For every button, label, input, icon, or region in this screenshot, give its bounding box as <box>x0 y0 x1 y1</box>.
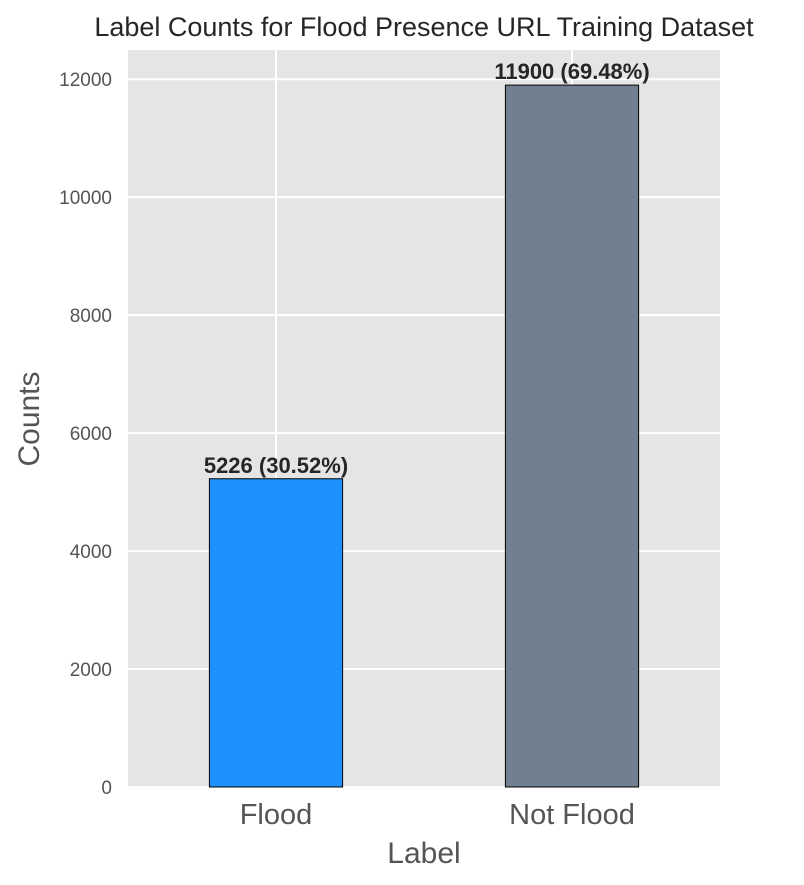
x-axis-label: Label <box>387 837 460 870</box>
y-tick-label: 4000 <box>70 542 112 563</box>
data-labels: 5226 (30.52%) 11900 (69.48%) <box>204 59 650 478</box>
bars <box>208 84 640 788</box>
bar-value-label: 5226 (30.52%) <box>204 453 348 478</box>
y-tick-label: 0 <box>101 778 112 799</box>
x-tick-label: Flood <box>240 799 313 831</box>
y-tick-label: 8000 <box>70 306 112 327</box>
x-tick-labels: Flood Not Flood <box>240 799 635 831</box>
y-tick-label: 6000 <box>70 424 112 445</box>
bar-flood <box>208 478 344 788</box>
y-tick-labels: 0 2000 4000 6000 8000 10000 12000 <box>59 70 112 799</box>
y-axis-label: Counts <box>13 371 46 466</box>
y-tick-label: 2000 <box>70 660 112 681</box>
bar-not-flood <box>504 84 640 788</box>
chart-title: Label Counts for Flood Presence URL Trai… <box>94 12 754 42</box>
x-tick-label: Not Flood <box>509 799 635 831</box>
y-tick-label: 10000 <box>59 188 112 209</box>
y-tick-label: 12000 <box>59 70 112 91</box>
bar-value-label: 11900 (69.48%) <box>494 59 649 84</box>
